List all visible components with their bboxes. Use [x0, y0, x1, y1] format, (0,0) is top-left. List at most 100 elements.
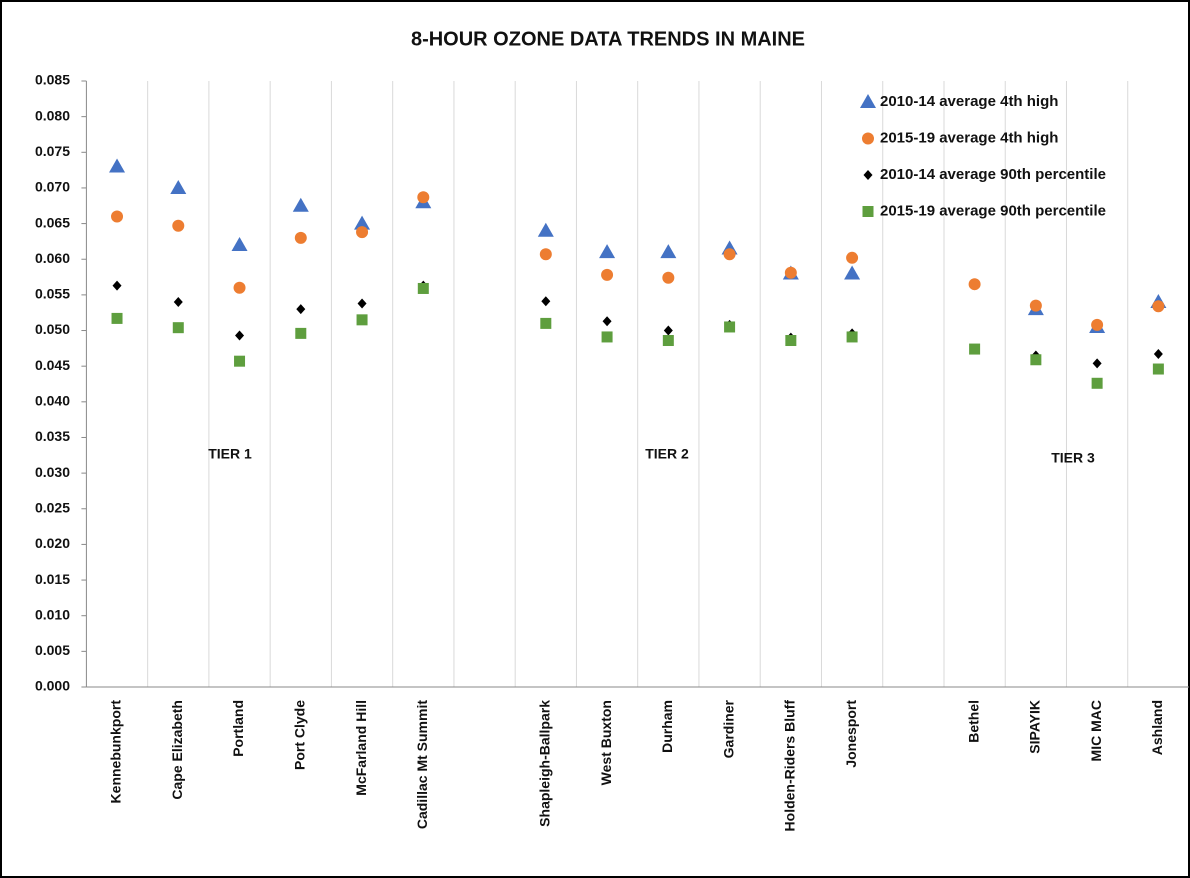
y-tick-label: 0.000	[35, 678, 70, 694]
point	[172, 219, 185, 232]
y-tick-label: 0.040	[35, 393, 70, 409]
x-tick-label: SIPAYIK	[1027, 700, 1043, 754]
legend-label: 2015-19 average 90th percentile	[880, 202, 1106, 219]
x-tick-label: Portland	[230, 700, 246, 757]
point	[109, 158, 126, 173]
point	[111, 312, 123, 324]
y-tick-label: 0.025	[35, 499, 70, 515]
point	[172, 322, 184, 334]
x-tick-label: West Buxton	[598, 700, 614, 785]
point	[601, 331, 613, 343]
y-tick-label: 0.070	[35, 179, 70, 195]
chart-title: 8-HOUR OZONE DATA TRENDS IN MAINE	[411, 28, 805, 50]
point	[1153, 349, 1163, 360]
point	[969, 343, 981, 355]
point	[846, 331, 858, 343]
point	[1152, 300, 1165, 313]
point	[968, 278, 981, 291]
point	[846, 251, 859, 264]
point	[170, 179, 187, 194]
point	[294, 231, 307, 244]
y-tick-label: 0.075	[35, 143, 70, 159]
y-tick-label: 0.015	[35, 571, 70, 587]
point	[1030, 354, 1042, 366]
x-tick-label: Kennebunkport	[108, 700, 124, 804]
x-tick-label: Cadillac Mt Summit	[414, 700, 430, 829]
point	[660, 244, 677, 259]
annotation: TIER 2	[645, 446, 689, 462]
y-tick-label: 0.030	[35, 464, 70, 480]
point	[354, 215, 371, 230]
point	[234, 355, 246, 367]
x-tick-label: Cape Elizabeth	[169, 700, 185, 800]
y-tick-label: 0.085	[35, 72, 70, 88]
point	[1091, 377, 1103, 389]
point	[1152, 363, 1164, 375]
point	[235, 330, 245, 341]
point	[784, 266, 797, 279]
annotation: TIER 1	[208, 446, 252, 462]
point	[231, 236, 248, 251]
y-tick-label: 0.035	[35, 428, 70, 444]
legend-marker	[862, 132, 874, 145]
y-tick-label: 0.065	[35, 214, 70, 230]
point	[295, 327, 307, 339]
y-tick-label: 0.020	[35, 535, 70, 551]
point	[111, 210, 124, 223]
y-tick-label: 0.050	[35, 321, 70, 337]
x-tick-label: MIC MAC	[1088, 700, 1104, 761]
x-tick-label: Shapleigh-Ballpark	[537, 700, 553, 827]
point	[173, 297, 183, 308]
x-tick-label: McFarland Hill	[353, 700, 369, 796]
x-tick-label: Durham	[659, 700, 675, 753]
point	[599, 244, 616, 259]
point	[356, 314, 368, 326]
x-tick-label: Gardiner	[720, 699, 736, 758]
point	[1029, 299, 1042, 312]
point	[540, 317, 552, 329]
point	[417, 282, 429, 294]
point	[296, 304, 306, 315]
point	[112, 280, 122, 291]
point	[601, 268, 614, 281]
point	[723, 248, 736, 261]
point	[1091, 318, 1104, 331]
y-tick-label: 0.080	[35, 107, 70, 123]
y-tick-label: 0.005	[35, 642, 70, 658]
x-tick-label: Bethel	[965, 700, 981, 743]
point	[417, 191, 430, 204]
y-tick-label: 0.055	[35, 286, 70, 302]
x-tick-label: Ashland	[1149, 700, 1165, 755]
y-tick-label: 0.060	[35, 250, 70, 266]
legend-label: 2010-14 average 4th high	[880, 93, 1058, 110]
point	[292, 197, 309, 212]
x-tick-label: Jonesport	[843, 700, 859, 768]
legend-label: 2015-19 average 4th high	[880, 129, 1058, 146]
point	[663, 325, 673, 336]
point	[357, 298, 367, 309]
point	[844, 265, 861, 280]
point	[541, 296, 551, 307]
point	[356, 226, 369, 239]
point	[724, 321, 736, 333]
x-tick-label: Holden-Riders Bluff	[782, 700, 798, 832]
point	[539, 248, 552, 261]
legend-marker	[862, 206, 874, 217]
point	[537, 222, 554, 237]
point	[662, 335, 674, 347]
legend-marker	[860, 94, 876, 108]
point	[1092, 358, 1102, 369]
annotation: TIER 3	[1051, 450, 1095, 466]
y-tick-label: 0.010	[35, 606, 70, 622]
y-tick-label: 0.045	[35, 357, 70, 373]
point	[233, 281, 246, 294]
point	[662, 271, 675, 284]
legend-marker	[863, 170, 873, 180]
point	[785, 335, 797, 347]
legend-label: 2010-14 average 90th percentile	[880, 166, 1106, 183]
x-tick-label: Port Clyde	[291, 700, 307, 770]
point	[602, 316, 612, 327]
